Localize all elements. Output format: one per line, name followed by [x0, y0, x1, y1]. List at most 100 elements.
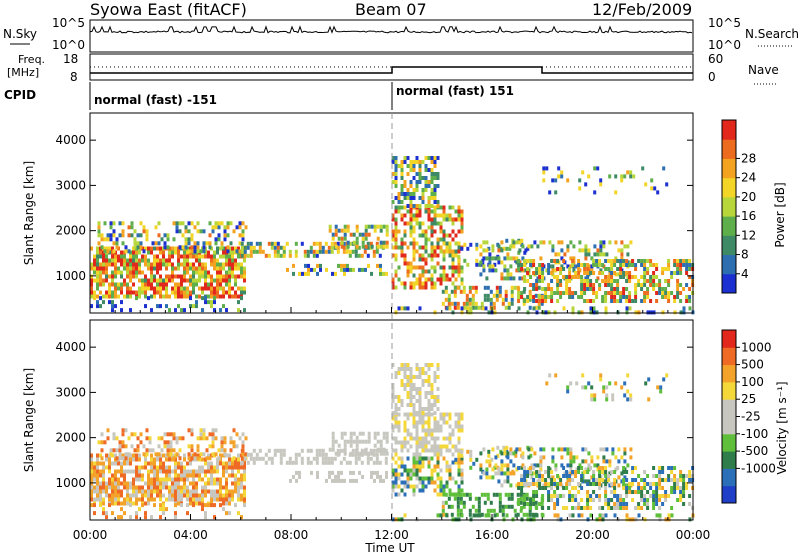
power-cell — [587, 248, 591, 253]
power-cell — [595, 279, 599, 283]
power-cell — [216, 282, 219, 287]
power-cell — [569, 240, 573, 245]
velocity-cell — [246, 460, 250, 465]
power-cell — [391, 277, 395, 282]
power-cell — [142, 225, 146, 230]
power-cell — [433, 245, 437, 250]
velocity-cell — [418, 411, 422, 415]
power-cell — [144, 282, 147, 287]
velocity-cell — [223, 452, 227, 457]
power-cell — [596, 276, 600, 281]
power-cell — [493, 262, 497, 267]
velocity-cell — [186, 461, 189, 466]
velocity-cell — [196, 444, 200, 449]
velocity-cell — [211, 436, 215, 441]
power-cell — [363, 249, 367, 254]
velocity-cell — [450, 512, 454, 517]
power-cell — [650, 178, 654, 183]
power-cell — [210, 254, 213, 259]
power-cell — [117, 270, 120, 275]
power-cell — [439, 237, 443, 242]
velocity-cell — [489, 500, 493, 505]
velocity-cell — [506, 467, 510, 472]
velocity-cell — [439, 444, 443, 449]
power-cell — [592, 259, 596, 263]
velocity-cell — [196, 436, 200, 441]
velocity-cell — [135, 501, 138, 506]
velocity-cell — [418, 436, 422, 441]
velocity-cell — [298, 474, 301, 479]
velocity-cell — [279, 460, 283, 465]
freq-label-1: Freq. — [18, 53, 45, 66]
velocity-cell — [211, 440, 215, 445]
power-cell — [491, 264, 495, 269]
power-cell — [626, 252, 630, 257]
velocity-cell — [282, 452, 286, 457]
power-cell — [409, 164, 413, 168]
velocity-cell — [661, 466, 665, 470]
velocity-cell — [658, 470, 662, 474]
power-cell — [453, 285, 457, 290]
velocity-cell — [90, 485, 93, 490]
velocity-cell — [595, 482, 599, 486]
power-cell — [655, 291, 659, 295]
power-cell — [220, 241, 224, 246]
power-cell — [172, 237, 176, 242]
power-cell — [135, 254, 138, 259]
velocity-cell — [292, 474, 295, 479]
power-cell — [550, 299, 554, 303]
velocity-cell — [111, 473, 114, 478]
power-cell — [679, 283, 683, 287]
velocity-cell — [201, 477, 204, 482]
power-cell — [93, 270, 96, 275]
power-cell — [421, 176, 425, 180]
power-cell — [418, 168, 422, 172]
power-cell — [500, 248, 504, 253]
velocity-cell — [355, 478, 358, 483]
power-cell — [111, 274, 114, 279]
velocity-cell — [382, 431, 386, 436]
power-cell — [120, 258, 123, 263]
power-cell — [114, 282, 117, 287]
velocity-cell — [394, 436, 398, 441]
power-cell — [165, 278, 168, 283]
velocity-cell — [160, 436, 164, 441]
power-cell — [665, 182, 669, 187]
velocity-cell — [685, 474, 689, 478]
velocity-cell — [112, 448, 116, 453]
nsearch-tick-low: 10^0 — [708, 38, 741, 52]
power-cell — [96, 294, 99, 299]
power-cell — [181, 245, 185, 250]
velocity-cell — [130, 432, 134, 437]
velocity-cell — [153, 465, 156, 470]
velocity-cell — [240, 473, 243, 478]
velocity-cell — [99, 503, 102, 508]
velocity-cell — [258, 448, 262, 453]
velocity-cell — [255, 456, 259, 461]
power-cell — [509, 244, 513, 249]
power-cell — [551, 178, 555, 183]
power-cell — [225, 254, 228, 259]
power-cell — [232, 229, 236, 234]
velocity-cell — [324, 452, 328, 457]
power-cell — [340, 228, 344, 233]
velocity-cell — [117, 497, 120, 502]
velocity-cell — [225, 465, 228, 470]
velocity-colorbar-label: -25 — [741, 410, 761, 424]
velocity-cell — [294, 452, 298, 457]
velocity-cell — [424, 432, 428, 437]
velocity-cell — [129, 493, 132, 498]
velocity-cell — [108, 461, 111, 466]
power-cell — [133, 237, 137, 242]
velocity-cell — [391, 472, 395, 477]
power-cell — [111, 270, 114, 275]
velocity-cell — [394, 452, 398, 457]
velocity-cell — [664, 478, 668, 482]
power-cell — [198, 254, 201, 259]
power-cell — [547, 310, 551, 315]
power-cell — [517, 306, 521, 311]
velocity-cell — [535, 494, 539, 498]
power-cell — [177, 282, 180, 287]
velocity-cell — [520, 506, 524, 510]
